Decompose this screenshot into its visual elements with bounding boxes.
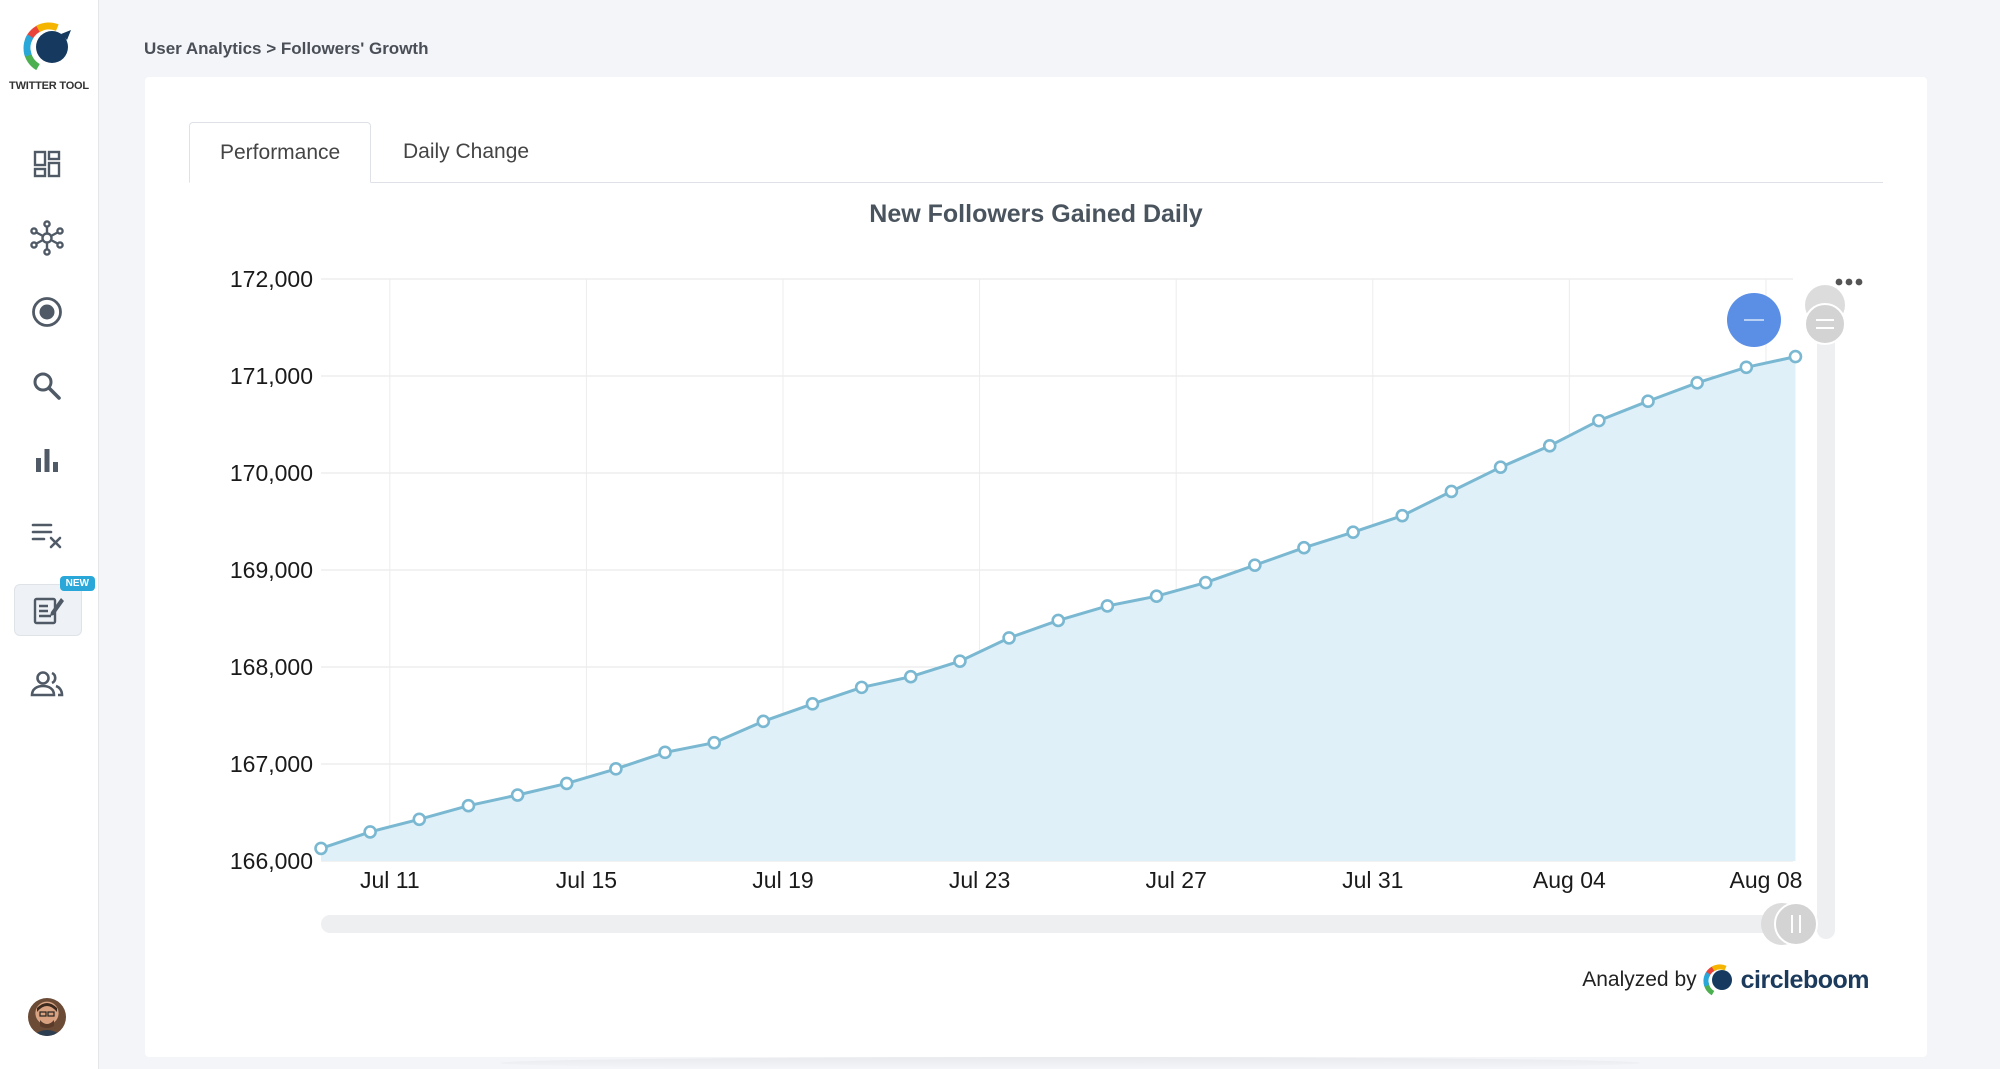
x-tick-label: Jul 27 [1145, 867, 1206, 893]
data-point[interactable] [1051, 613, 1066, 628]
sidebar-item-users[interactable] [14, 659, 80, 709]
data-point[interactable] [363, 825, 377, 839]
breadcrumb: User Analytics > Followers' Growth [144, 39, 429, 58]
grip-icon [1816, 319, 1834, 329]
area-fill [321, 356, 1796, 861]
data-point[interactable] [1788, 349, 1803, 364]
sidebar-item-analytics[interactable] [14, 435, 80, 485]
circleboom-wordmark: circleboom [1740, 965, 1870, 994]
sidebar-item-dashboard[interactable] [14, 139, 80, 189]
data-point[interactable] [658, 745, 672, 760]
target-icon [32, 297, 62, 327]
horizontal-scroll-handle[interactable] [1774, 902, 1818, 946]
x-tick-label: Jul 19 [752, 867, 813, 893]
clear-list-icon [31, 523, 62, 549]
data-point[interactable] [1641, 394, 1655, 409]
data-point[interactable] [756, 714, 771, 729]
y-tick-label: 172,000 [230, 266, 313, 292]
tab-performance[interactable]: Performance [189, 122, 372, 183]
app-name: TWITTER TOOL [9, 80, 89, 92]
more-menu-icon[interactable] [1835, 278, 1863, 286]
followers-chart: 172,000 171,000 170,000 169,000 168,000 167,0… [230, 266, 1863, 946]
circleboom-logo-icon [1703, 964, 1737, 998]
sidebar-item-target[interactable] [14, 287, 80, 337]
sidebar: TWITTER TOOL [0, 0, 99, 1069]
data-point[interactable] [1395, 508, 1410, 523]
horizontal-scroll-track[interactable] [321, 915, 1821, 933]
bar-chart-icon [36, 449, 58, 472]
data-point[interactable] [854, 680, 869, 695]
x-tick-label: Jul 31 [1342, 867, 1403, 893]
data-point[interactable] [707, 735, 721, 750]
data-point[interactable] [510, 788, 525, 802]
data-point[interactable] [461, 798, 476, 813]
data-point[interactable] [314, 841, 328, 856]
x-tick-label: Jul 15 [556, 867, 617, 893]
sidebar-item-network[interactable] [14, 213, 80, 263]
grip-icon [1791, 915, 1801, 933]
data-point[interactable] [1248, 558, 1262, 572]
data-point[interactable] [609, 762, 623, 776]
vertical-zoom-track[interactable] [1817, 299, 1835, 939]
y-tick-label: 170,000 [230, 460, 313, 486]
y-tick-label: 169,000 [230, 557, 313, 583]
twitter-tool-logo [23, 22, 75, 74]
data-point[interactable] [1739, 360, 1754, 375]
data-point[interactable] [1690, 375, 1704, 390]
x-tick-label: Aug 04 [1533, 867, 1606, 893]
chart-card: Performance Daily Change New Followers G… [145, 77, 1927, 1057]
new-badge: NEW [59, 576, 95, 591]
credit-prefix: Analyzed by [1582, 968, 1697, 991]
user-photo [32, 1003, 62, 1036]
x-tick-label: Jul 23 [949, 867, 1010, 893]
sidebar-item-search[interactable] [14, 361, 80, 411]
data-point[interactable] [1346, 525, 1360, 539]
data-point[interactable] [1542, 439, 1557, 453]
post-editor-icon [33, 597, 64, 625]
data-point[interactable] [1297, 540, 1311, 555]
chart-title: New Followers Gained Daily [869, 200, 1203, 228]
y-tick-label: 171,000 [230, 363, 313, 389]
search-icon [33, 372, 61, 400]
tab-bar: Performance Daily Change [189, 122, 1883, 183]
x-tick-label: Aug 08 [1730, 867, 1803, 893]
data-point[interactable] [1198, 575, 1213, 590]
data-point[interactable] [1100, 599, 1115, 613]
brand[interactable]: TWITTER TOOL [0, 20, 98, 92]
vertical-zoom-handle[interactable] [1804, 303, 1846, 345]
x-tick-label: Jul 11 [360, 867, 420, 893]
page-bottom-shadow [500, 1057, 1640, 1069]
data-point[interactable] [1444, 484, 1459, 499]
data-point[interactable] [1002, 631, 1016, 645]
data-point[interactable] [412, 812, 427, 827]
y-tick-label: 168,000 [230, 654, 313, 680]
data-point[interactable] [953, 654, 967, 668]
data-point[interactable] [559, 776, 574, 791]
data-point[interactable] [1493, 460, 1508, 474]
sidebar-item-clear-list[interactable] [14, 509, 80, 559]
network-icon [30, 220, 64, 256]
y-tick-label: 167,000 [230, 751, 313, 777]
y-tick-label: 166,000 [230, 848, 313, 874]
data-point[interactable] [1592, 413, 1606, 428]
sidebar-item-post-editor[interactable]: NEW [14, 576, 95, 636]
tab-daily-change[interactable]: Daily Change [403, 140, 530, 163]
data-point[interactable] [805, 697, 820, 711]
users-icon [30, 671, 64, 697]
avatar[interactable] [28, 998, 66, 1036]
data-point[interactable] [1149, 589, 1164, 603]
analyzed-by-credit: Analyzed by circleboom [1582, 962, 1870, 998]
data-point[interactable] [903, 669, 918, 684]
dashboard-icon [33, 150, 61, 178]
